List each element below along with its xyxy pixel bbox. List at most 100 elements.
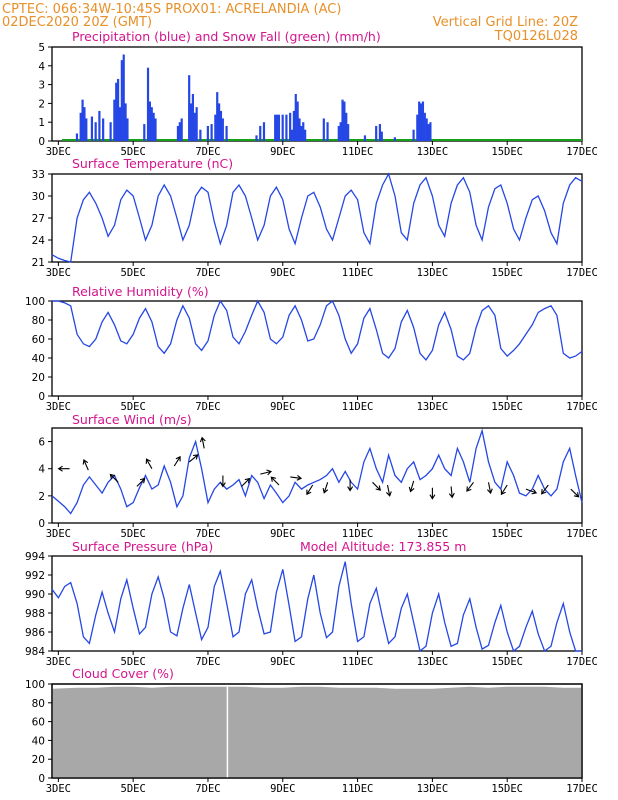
panel-2-ytick-label: 40 [32, 353, 45, 365]
precip-bar [225, 125, 228, 141]
precip-bar [363, 135, 367, 141]
precip-bar [143, 124, 146, 141]
wind-direction-arrow [408, 480, 415, 493]
precip-bar [113, 99, 116, 141]
panel-4-ytick-label: 986 [25, 627, 45, 639]
panel-2-xtick-label: 15DEC [491, 401, 523, 413]
cloud-panel-title: Cloud Cover (%) [72, 666, 174, 681]
panel-3-ytick-label: 6 [38, 437, 45, 449]
wind-direction-arrow [306, 484, 314, 496]
precip-bar [341, 99, 344, 141]
panel-4-xtick-label: 9DEC [270, 656, 295, 668]
panel-0-xtick-label: 15DEC [491, 146, 523, 158]
precip-bar [124, 103, 127, 141]
precip-bar [274, 114, 277, 141]
header-code: TQ0126L028 [494, 29, 578, 44]
precip-bar [199, 129, 202, 141]
wind-direction-arrow [188, 454, 199, 463]
precip-bar [109, 122, 112, 141]
panel-2-xtick-label: 5DEC [121, 401, 146, 413]
panel-0-ytick-label: 0 [38, 136, 45, 148]
panel-1-xtick-label: 17DEC [566, 267, 598, 279]
precip-bar [90, 116, 94, 141]
panel-5-xtick-label: 13DEC [417, 783, 449, 795]
panel-3-ytick-label: 0 [38, 518, 45, 530]
precip-bar [115, 82, 118, 141]
cloud-frame [51, 683, 583, 779]
panel-4-ytick-label: 990 [25, 589, 45, 601]
precip-bar [176, 125, 180, 141]
precip-bar [289, 112, 292, 141]
panel-4-xtick-label: 11DEC [342, 656, 374, 668]
precip-bar [189, 103, 193, 141]
precip-bar [206, 125, 209, 141]
panel-2-xtick-label: 11DEC [342, 401, 374, 413]
temperature-panel-title: Surface Temperature (nC) [72, 156, 233, 171]
wind-direction-arrow [448, 486, 455, 499]
panel-1-ytick-label: 27 [32, 213, 45, 225]
panel-2-xtick-label: 9DEC [270, 401, 295, 413]
precip-bar [178, 122, 181, 141]
precip-bar [290, 129, 294, 141]
precip-bar [122, 54, 125, 141]
precip-bar [296, 101, 299, 141]
panel-2-frame [51, 300, 583, 397]
wind-direction-arrow [145, 458, 153, 469]
panel-5-ytick-label: 20 [32, 754, 45, 766]
panel-0-ytick-label: 1 [38, 117, 45, 129]
panel-0-xtick-label: 5DEC [121, 146, 146, 158]
panel-4-xtick-label: 15DEC [491, 656, 523, 668]
precip-bar [152, 112, 155, 141]
precip-bar [214, 114, 217, 141]
panel-0-xtick-label: 11DEC [342, 146, 374, 158]
panel-1-ytick-label: 33 [32, 169, 45, 181]
precip-bar [83, 107, 86, 141]
precip-bar [259, 125, 262, 141]
panel-5-xtick-label: 7DEC [195, 783, 220, 795]
wind-direction-arrow [429, 487, 436, 500]
precip-bar [412, 129, 415, 141]
precip-bar [326, 122, 329, 141]
panel-2-ytick-label: 80 [32, 315, 45, 327]
panel-2-xtick-label: 3DEC [46, 401, 71, 413]
panel-4-ytick-label: 992 [25, 570, 45, 582]
panel-0-xtick-label: 9DEC [270, 146, 295, 158]
panel-3-xtick-label: 17DEC [566, 528, 598, 540]
panel-2-ytick-label: 0 [38, 391, 45, 403]
precip-bar [322, 118, 325, 141]
panel-4-frame [51, 555, 583, 652]
precip-bar [117, 78, 120, 141]
panel-3-ytick-label: 4 [38, 464, 45, 476]
precip-bar [216, 92, 219, 141]
precip-bar [339, 122, 342, 141]
precip-bar [285, 114, 288, 141]
precip-bar [421, 101, 425, 141]
precip-bar [102, 118, 105, 141]
precip-bar [419, 103, 423, 141]
wind-direction-arrow [109, 473, 119, 483]
panel-3-xtick-label: 13DEC [417, 528, 449, 540]
panel-0-xtick-label: 17DEC [566, 146, 598, 158]
precip-bar [302, 122, 305, 141]
panel-4-xtick-label: 7DEC [195, 656, 220, 668]
header-grid-note: Vertical Grid Line: 20Z [433, 15, 578, 30]
precip-bar [298, 118, 301, 141]
panel-5-xtick-label: 17DEC [566, 783, 598, 795]
panel-4-xtick-label: 17DEC [566, 656, 598, 668]
wind-direction-arrow [347, 479, 354, 492]
panel-2-ytick-label: 20 [32, 372, 45, 384]
panel-4-xtick-label: 13DEC [417, 656, 449, 668]
panel-0-ytick-label: 4 [38, 61, 45, 73]
wind-direction-arrow [241, 477, 251, 487]
panel-1-xtick-label: 15DEC [491, 267, 523, 279]
precip-bar [221, 118, 224, 141]
panel-5-xtick-label: 15DEC [491, 783, 523, 795]
panel-1-ytick-label: 24 [32, 235, 46, 247]
wind-direction-arrow [525, 488, 538, 495]
wind-direction-arrow [219, 475, 226, 488]
wind-direction-arrow [173, 455, 181, 467]
panel-5-xtick-label: 5DEC [121, 783, 146, 795]
wind-direction-arrow [136, 477, 146, 487]
precip-bar [195, 107, 198, 141]
